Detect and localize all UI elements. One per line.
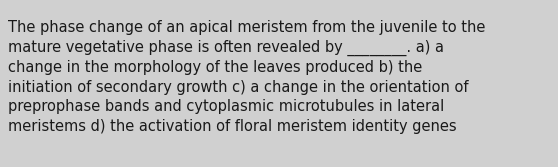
Text: The phase change of an apical meristem from the juvenile to the
mature vegetativ: The phase change of an apical meristem f…: [8, 20, 486, 134]
